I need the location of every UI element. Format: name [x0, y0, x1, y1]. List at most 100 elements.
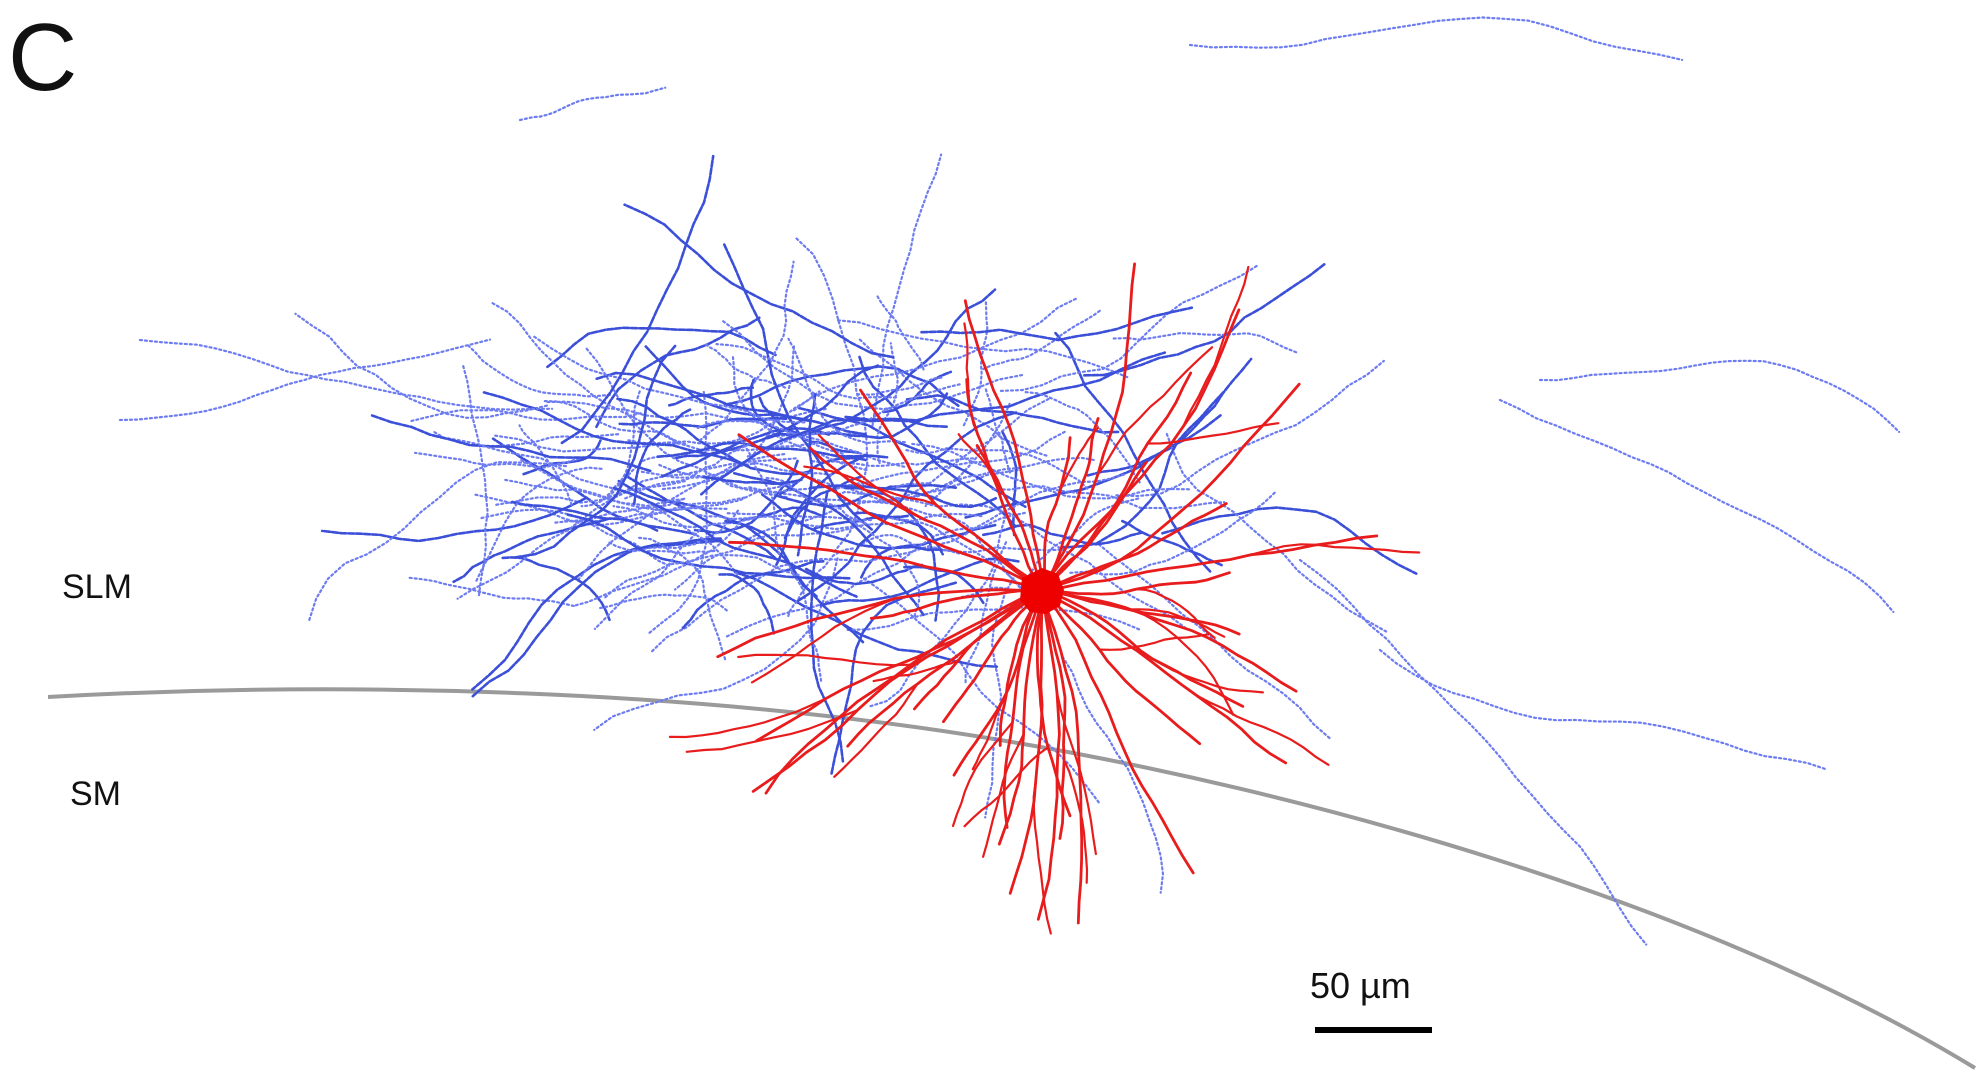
axon-segment: [700, 418, 948, 496]
axon-segment: [745, 397, 1050, 504]
axon-segment: [632, 408, 692, 506]
axon-segment: [718, 573, 776, 635]
dendrite-subbranch: [668, 697, 827, 739]
axon-segment: [566, 513, 851, 580]
axon-segment: [583, 345, 788, 499]
axon-segment: [681, 560, 825, 630]
axon-segment: [788, 563, 823, 685]
axon-segment: [574, 521, 742, 607]
axon-fiber: [1298, 558, 1648, 946]
axon-fiber: [1498, 398, 1895, 613]
axon-segment: [1061, 655, 1165, 894]
axon-segment: [491, 437, 697, 536]
dendrite-branch: [1002, 588, 1044, 829]
dendrite-subbranch: [1249, 543, 1421, 556]
axon-segment: [808, 484, 998, 509]
axon-segment: [560, 154, 715, 445]
axon-segment: [849, 519, 921, 620]
axon-segment: [881, 370, 953, 414]
dendrite-branch: [1040, 588, 1241, 636]
axon-segment: [1161, 506, 1418, 575]
axon-segment: [695, 419, 844, 455]
axon-segment: [414, 451, 581, 469]
axon-segment: [482, 391, 750, 468]
dendrite-branch: [1040, 382, 1301, 592]
axon-segment: [593, 557, 839, 731]
axon-segment: [920, 306, 1194, 342]
axon-arbor: [118, 16, 1901, 946]
dendrite-subbranch: [1032, 780, 1052, 935]
axon-segment: [608, 541, 716, 555]
axon-segment: [623, 203, 895, 359]
axon-segment: [456, 480, 686, 600]
axon-segment: [410, 409, 642, 423]
axon-segment: [733, 471, 926, 618]
dendrite-branch: [1035, 588, 1072, 818]
axon-segment: [1024, 391, 1143, 486]
dendrite-branch: [869, 588, 1044, 620]
axon-segment: [855, 376, 943, 396]
dendrite-branch: [1040, 588, 1298, 693]
axon-segment: [308, 461, 567, 622]
axon-segment: [504, 478, 687, 508]
dendrite-branch: [1040, 502, 1228, 592]
axon-segment: [964, 541, 1008, 684]
dendrite-branch: [737, 433, 1044, 592]
axon-segment: [490, 301, 687, 446]
dendrite-subbranch: [1098, 633, 1210, 651]
axon-segment: [797, 410, 1019, 602]
axon-segment: [546, 326, 777, 369]
dendrite-branch: [1040, 588, 1195, 875]
axon-segment: [794, 236, 869, 553]
axon-segment: [514, 344, 677, 559]
axon-fiber: [118, 338, 492, 422]
axon-fiber: [1188, 16, 1684, 61]
axon-segment: [474, 466, 603, 584]
axon-segment: [737, 433, 781, 555]
axon-segment: [786, 383, 961, 436]
axon-segment: [294, 312, 548, 419]
axon-segment: [876, 295, 925, 371]
dendrite-arbor: [668, 262, 1421, 935]
axon-segment: [431, 429, 620, 448]
axon-segment: [803, 469, 1019, 502]
axon-fiber: [1538, 359, 1901, 433]
axon-segment: [1086, 357, 1253, 477]
dendrite-subbranch: [750, 597, 898, 684]
dendrite-branch: [1008, 588, 1044, 895]
axon-segment: [622, 443, 751, 501]
dendrite-subbranch: [833, 682, 919, 778]
dendrite-branch: [963, 299, 1044, 592]
dendrite-subbranch: [971, 694, 1008, 771]
axon-segment: [510, 500, 659, 532]
axon-segment: [871, 153, 943, 427]
layer-label-sm: SM: [70, 775, 121, 813]
axon-segment: [905, 447, 1090, 491]
axon-segment: [657, 462, 833, 478]
dendrite-branch: [1040, 436, 1072, 592]
axon-segment: [982, 523, 1144, 546]
dendrite-branch: [1040, 461, 1148, 592]
axon-segment: [595, 371, 868, 436]
axon-fiber: [1378, 648, 1829, 771]
axon-fiber: [138, 338, 554, 411]
axon-fiber: [518, 86, 667, 122]
axon-segment: [1112, 331, 1298, 354]
dendrite-subbranch: [817, 434, 927, 522]
dendrite-branch: [998, 588, 1044, 747]
dendrite-subbranch: [803, 465, 937, 506]
dendrite-subbranch: [1151, 657, 1264, 694]
dendrite-branch: [913, 588, 1044, 711]
axon-segment: [796, 393, 817, 557]
axon-segment: [787, 337, 906, 445]
dendrite-subbranch: [1127, 608, 1226, 638]
soma: [1020, 568, 1064, 614]
dendrite-branch: [942, 588, 1044, 724]
axon-segment: [602, 553, 800, 600]
axon-segment: [466, 343, 611, 398]
axon-segment: [1115, 359, 1385, 498]
dendrite-subbranch: [737, 653, 912, 667]
axon-segment: [462, 364, 489, 597]
